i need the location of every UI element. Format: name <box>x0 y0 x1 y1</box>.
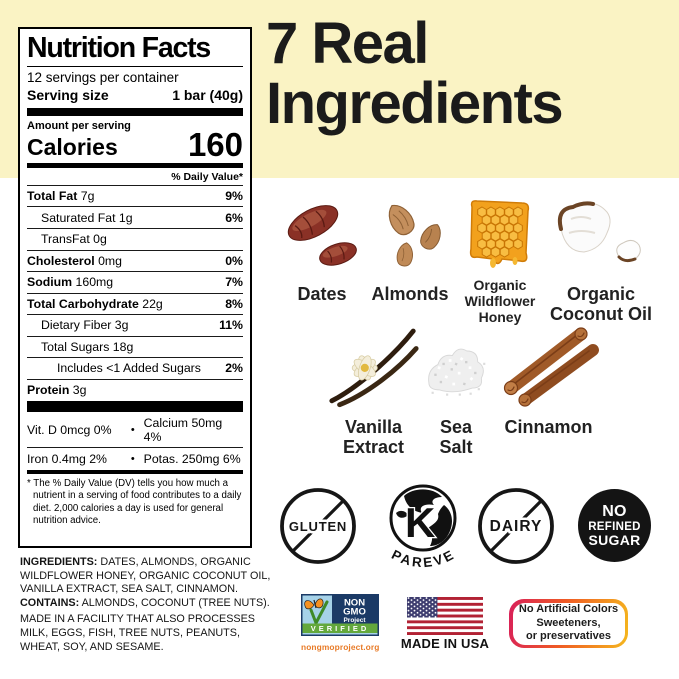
nutrition-facts-label: Nutrition Facts 12 servings per containe… <box>18 27 252 548</box>
dairy-label: DAIRY <box>490 518 543 535</box>
nutrient-row: Includes <1 Added Sugars 2% <box>27 357 243 379</box>
gluten-free-badge: GLUTEN <box>280 488 356 564</box>
ingredient-label: Vanilla Extract <box>342 417 405 458</box>
svg-text:NON: NON <box>344 598 365 609</box>
calories-label: Calories <box>27 133 118 160</box>
ingredient-item-sea-salt: Sea Salt <box>418 320 494 458</box>
gluten-label: GLUTEN <box>289 519 347 534</box>
svg-text:VERIFIED: VERIFIED <box>311 624 370 633</box>
svg-text:PAREVE: PAREVE <box>389 546 458 570</box>
nutrient-row: Dietary Fiber 3g 11% <box>27 314 243 336</box>
ingredient-label: Cinnamon <box>504 417 593 437</box>
headline-line1: 7 Real <box>266 11 429 76</box>
usa-flag-icon <box>407 597 483 640</box>
serving-size-row: Serving size 1 bar (40g) <box>27 87 243 103</box>
cinnamon-icon <box>496 320 601 408</box>
nutrient-row: Total Sugars 18g <box>27 335 243 358</box>
serving-size-value: 1 bar (40g) <box>172 86 243 103</box>
nutrition-facts-title: Nutrition Facts <box>27 33 243 67</box>
contains-line: CONTAINS: ALMONDS, COCONUT (TREE NUTS). <box>20 596 270 609</box>
honeycomb-icon <box>455 190 545 275</box>
serving-size-label: Serving size <box>27 86 109 103</box>
medium-divider <box>27 162 243 168</box>
ingredient-label: Dates <box>297 284 347 304</box>
coconut-icon <box>542 190 660 275</box>
kosher-pareve-badge: K PAREVE <box>389 484 458 570</box>
headline: 7 Real Ingredients <box>266 11 564 136</box>
nutrient-row: Total Fat 7g 9% <box>27 184 243 207</box>
ingredient-item-almonds: Almonds <box>360 190 460 304</box>
ingredient-label: Organic Wildflower Honey <box>464 277 536 325</box>
ingredient-label: Sea Salt <box>439 417 473 458</box>
non-gmo-seal-graphic: NON GMO Project VERIFIED <box>301 594 379 636</box>
ingredients-statement: INGREDIENTS: DATES, ALMONDS, ORGANIC WIL… <box>20 556 272 654</box>
ingredients-line: INGREDIENTS: DATES, ALMONDS, ORGANIC WIL… <box>20 556 271 596</box>
nutrient-row: Total Carbohydrate 22g 8% <box>27 292 243 315</box>
servings-per-container: 12 servings per container <box>27 69 179 85</box>
micronutrient-row: Vit. D 0mcg 0% • Calcium 50mg 4% <box>27 415 223 444</box>
ingredient-label: Almonds <box>371 284 449 304</box>
ingredient-item-cinnamon: Cinnamon <box>496 320 601 437</box>
thick-divider <box>27 107 243 116</box>
facility-notice: MADE IN A FACILITY THAT ALSO PROCESSES M… <box>20 613 256 653</box>
no-refined-sugar-badge: NO REFINED SUGAR <box>578 489 651 562</box>
bullet-separator: • <box>130 423 135 436</box>
svg-text:GMO: GMO <box>343 607 366 618</box>
calories-row: Calories 160 <box>27 125 243 163</box>
made-in-usa-label: MADE IN USA <box>400 636 490 651</box>
amount-per-serving: Amount per serving <box>27 119 131 132</box>
daily-value-footnote: * The % Daily Value (DV) tells you how m… <box>27 478 242 527</box>
ingredient-item-coconut-oil: Organic Coconut Oil <box>542 190 660 325</box>
no-artificial-box: No Artificial Colors Sweeteners, or pres… <box>509 599 628 648</box>
bullet-separator: • <box>130 452 135 465</box>
no-artificial-text: No Artificial Colors Sweeteners, or pres… <box>512 602 625 645</box>
nutrient-row: Protein 3g <box>27 378 243 401</box>
ingredient-item-vanilla: Vanilla Extract <box>326 320 421 458</box>
kosher-k-letter: K <box>405 499 435 546</box>
vanilla-icon <box>326 320 421 408</box>
dairy-free-badge: DAIRY <box>478 488 554 564</box>
svg-text:Project: Project <box>343 617 366 624</box>
thick-divider <box>27 401 243 413</box>
ingredient-item-honey: Organic Wildflower Honey <box>455 190 545 325</box>
daily-value-header: % Daily Value* <box>171 170 243 183</box>
sea-salt-icon <box>418 320 494 408</box>
calories-value: 160 <box>187 125 243 163</box>
medium-divider <box>27 470 243 475</box>
non-gmo-verified-seal: NON GMO Project VERIFIED nongmoproject.o… <box>301 594 379 652</box>
nutrient-row: Cholesterol 0mg 0% <box>27 249 243 272</box>
nutrient-row: TransFat 0g <box>27 228 243 250</box>
ingredient-item-dates: Dates <box>272 190 372 304</box>
dates-icon <box>272 190 372 275</box>
almonds-icon <box>360 190 460 275</box>
pareve-label: PAREVE <box>389 546 455 570</box>
non-gmo-url: nongmoproject.org <box>301 642 380 652</box>
micronutrient-row: Iron 0.4mg 2% • Potas. 250mg 6% <box>27 447 243 469</box>
headline-line2: Ingredients <box>266 70 564 136</box>
ingredient-label: Organic Coconut Oil <box>550 284 652 325</box>
nutrient-row: Sodium 160mg 7% <box>27 271 243 293</box>
nutrient-row: Saturated Fat 1g 6% <box>27 206 243 228</box>
